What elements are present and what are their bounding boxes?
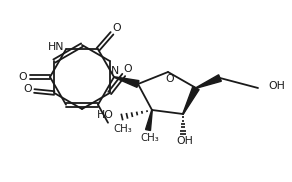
Polygon shape <box>145 110 152 130</box>
Text: O: O <box>19 72 27 82</box>
Text: O: O <box>124 64 132 74</box>
Text: O: O <box>23 84 32 94</box>
Text: CH₃: CH₃ <box>141 133 159 143</box>
Text: CH₃: CH₃ <box>113 124 132 134</box>
Text: OH: OH <box>177 136 193 146</box>
Text: HN: HN <box>48 42 64 52</box>
Polygon shape <box>114 77 139 87</box>
Text: HO: HO <box>97 110 114 120</box>
Text: O: O <box>166 74 174 84</box>
Text: O: O <box>113 23 121 33</box>
Text: OH: OH <box>268 81 285 91</box>
Polygon shape <box>183 86 199 114</box>
Text: N: N <box>111 66 119 76</box>
Polygon shape <box>196 75 221 88</box>
